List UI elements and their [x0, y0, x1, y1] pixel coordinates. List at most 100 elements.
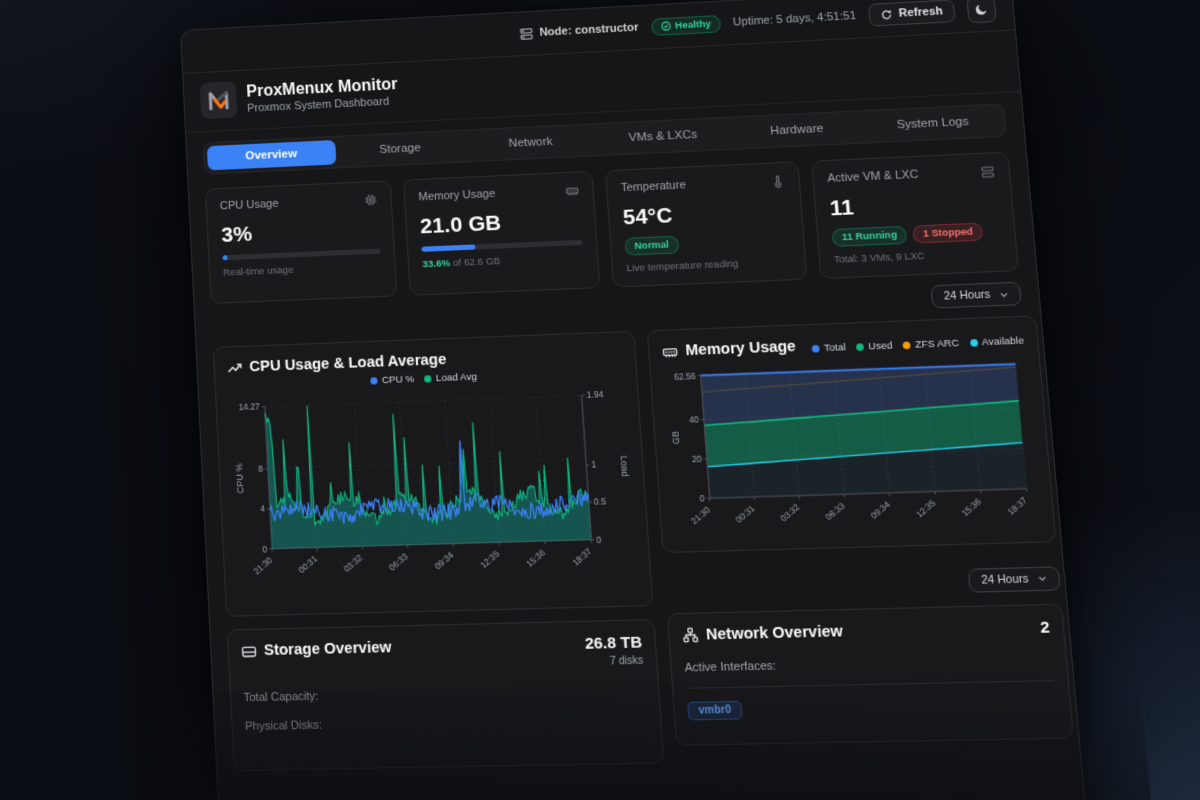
network-interfaces-value: 2 [1039, 617, 1051, 637]
node-indicator: Node: constructor [519, 21, 639, 41]
svg-text:62.56: 62.56 [674, 371, 697, 381]
svg-text:09:34: 09:34 [869, 499, 893, 521]
memory-of-total: of 62.6 GB [449, 255, 501, 270]
vm-count-value: 11 [828, 195, 855, 221]
svg-text:0: 0 [262, 545, 268, 555]
tab-vms-lxcs[interactable]: VMs & LXCs [628, 128, 698, 145]
legend-item-load-avg: Load Avg [424, 371, 477, 384]
svg-text:06:33: 06:33 [824, 500, 847, 522]
memory-chart-legend: Total Used ZFS ARC Available [811, 335, 1025, 355]
network-separator [686, 679, 1055, 689]
time-range-value: 24 Hours [943, 288, 991, 303]
network-row-active-interfaces: Active Interfaces: [684, 659, 777, 675]
vm-stopped-badge: 1 Stopped [912, 222, 984, 244]
svg-text:0: 0 [699, 494, 705, 504]
memory-card-title: Memory Usage [418, 187, 496, 204]
svg-text:1.94: 1.94 [586, 390, 604, 400]
active-vm-lxc-card: Active VM & LXC 11 11 Running 1 Stopped … [811, 151, 1019, 280]
cpu-load-chart: 0 4 8 14.27 0 0.5 1 1.94 21:30 00:31 03:32 06:33 09:… [228, 378, 639, 608]
memory-caption: 33.6% of 62.6 GB [422, 252, 584, 271]
svg-text:03:32: 03:32 [342, 553, 365, 575]
chevron-down-icon [999, 289, 1010, 299]
tilted-scene: Node: constructor Healthy Uptime: 5 days… [150, 0, 1199, 800]
svg-text:06:33: 06:33 [387, 551, 410, 573]
time-range-select-2[interactable]: 24 Hours [968, 565, 1061, 593]
network-overview-card: Network Overview 2 Active Interfaces: vm… [666, 603, 1074, 746]
uptime-label: Uptime: 5 days, 4:51:51 [732, 9, 857, 29]
trending-up-icon [227, 360, 243, 376]
memory-value: 21.0 GB [419, 211, 502, 239]
tab-system-logs[interactable]: System Logs [896, 115, 970, 132]
legend-dot [969, 338, 978, 347]
temperature-value: 54°C [622, 203, 674, 230]
refresh-label: Refresh [898, 5, 944, 20]
cpu-usage-card: CPU Usage 3% Real-time usage [204, 180, 398, 304]
svg-text:09:34: 09:34 [433, 550, 456, 572]
temperature-card: Temperature 54°C Normal Live temperature… [604, 161, 808, 288]
time-range-select[interactable]: 24 Hours [930, 281, 1022, 309]
cpu-icon [364, 193, 378, 210]
storage-overview-card: Storage Overview 26.8 TB 7 disks Total C… [226, 619, 665, 772]
hard-drive-icon [241, 643, 257, 659]
right-column: Memory Usage Total Used ZFS ARC Available 0… [646, 315, 1076, 763]
memory-percent: 33.6% [422, 257, 451, 271]
time-range-row-2: 24 Hours [663, 555, 1061, 600]
svg-text:4: 4 [260, 505, 266, 515]
memory-icon [565, 184, 580, 201]
temperature-caption: Live temperature reading [626, 258, 739, 275]
svg-text:20: 20 [692, 455, 703, 465]
vm-running-badge: 11 Running [831, 225, 908, 247]
svg-text:15:36: 15:36 [960, 496, 984, 518]
svg-text:0: 0 [596, 535, 602, 545]
left-column: CPU Usage & Load Average CPU % Load Avg 0… [212, 330, 665, 772]
svg-text:Load: Load [619, 456, 631, 477]
cpu-caption: Real-time usage [222, 264, 294, 279]
legend-item-zfs-arc: ZFS ARC [902, 338, 959, 352]
storage-title: Storage Overview [263, 639, 392, 660]
cpu-chart-svg: 0 4 8 14.27 0 0.5 1 1.94 21:30 00:31 03:32 06:33 09:… [234, 390, 631, 576]
svg-text:15:36: 15:36 [525, 547, 548, 569]
server-icon [519, 27, 533, 41]
legend-item-available: Available [969, 335, 1025, 349]
storage-summary: 26.8 TB 7 disks [584, 634, 643, 669]
svg-text:CPU %: CPU % [234, 463, 246, 493]
svg-text:40: 40 [689, 415, 700, 425]
memory-usage-card: Memory Usage 21.0 GB 33.6% of 62.6 GB [402, 170, 601, 296]
tab-network[interactable]: Network [508, 135, 553, 151]
cpu-progress [222, 248, 381, 261]
storage-disks-value: 7 disks [609, 655, 644, 668]
memory-chart: 0 20 40 62.56 21:30 00:31 03:32 06:33 09:34 12:35… [663, 353, 1041, 542]
total-area-fill [700, 364, 1020, 426]
stack-icon [980, 165, 996, 182]
cpu-load-chart-panel: CPU Usage & Load Average CPU % Load Avg 0… [212, 330, 654, 617]
temperature-status-badge: Normal [624, 235, 680, 256]
svg-text:12:35: 12:35 [914, 498, 938, 520]
load-avg-area [264, 395, 592, 549]
temperature-card-title: Temperature [620, 179, 687, 195]
svg-text:18:37: 18:37 [571, 546, 594, 568]
network-icon [682, 627, 699, 644]
legend-dot [856, 343, 865, 351]
vm-card-title: Active VM & LXC [826, 168, 919, 186]
interface-badge-vmbr0: vmbr0 [687, 700, 743, 720]
storage-row-total-capacity: Total Capacity: [243, 690, 319, 705]
memory-chart-panel: Memory Usage Total Used ZFS ARC Available 0… [646, 315, 1057, 553]
check-circle-icon [660, 21, 671, 32]
proxmenux-logo [199, 81, 238, 120]
brand-text: ProxMenux Monitor Proxmox System Dashboa… [246, 75, 399, 114]
legend-item-total: Total [811, 342, 846, 355]
svg-text:03:32: 03:32 [779, 502, 802, 524]
memory-chart-icon [662, 343, 679, 359]
main-grid: CPU Usage & Load Average CPU % Load Avg 0… [197, 315, 1087, 800]
memory-chart-title: Memory Usage [684, 338, 797, 360]
legend-item-used: Used [856, 340, 893, 353]
tab-storage[interactable]: Storage [379, 141, 422, 157]
storage-total-value: 26.8 TB [584, 633, 643, 654]
tab-overview[interactable]: Overview [206, 139, 337, 171]
svg-text:21:30: 21:30 [689, 504, 712, 526]
refresh-button[interactable]: Refresh [867, 0, 956, 27]
svg-text:21:30: 21:30 [252, 555, 274, 576]
tab-hardware[interactable]: Hardware [769, 122, 824, 138]
theme-toggle-button[interactable] [966, 0, 997, 24]
